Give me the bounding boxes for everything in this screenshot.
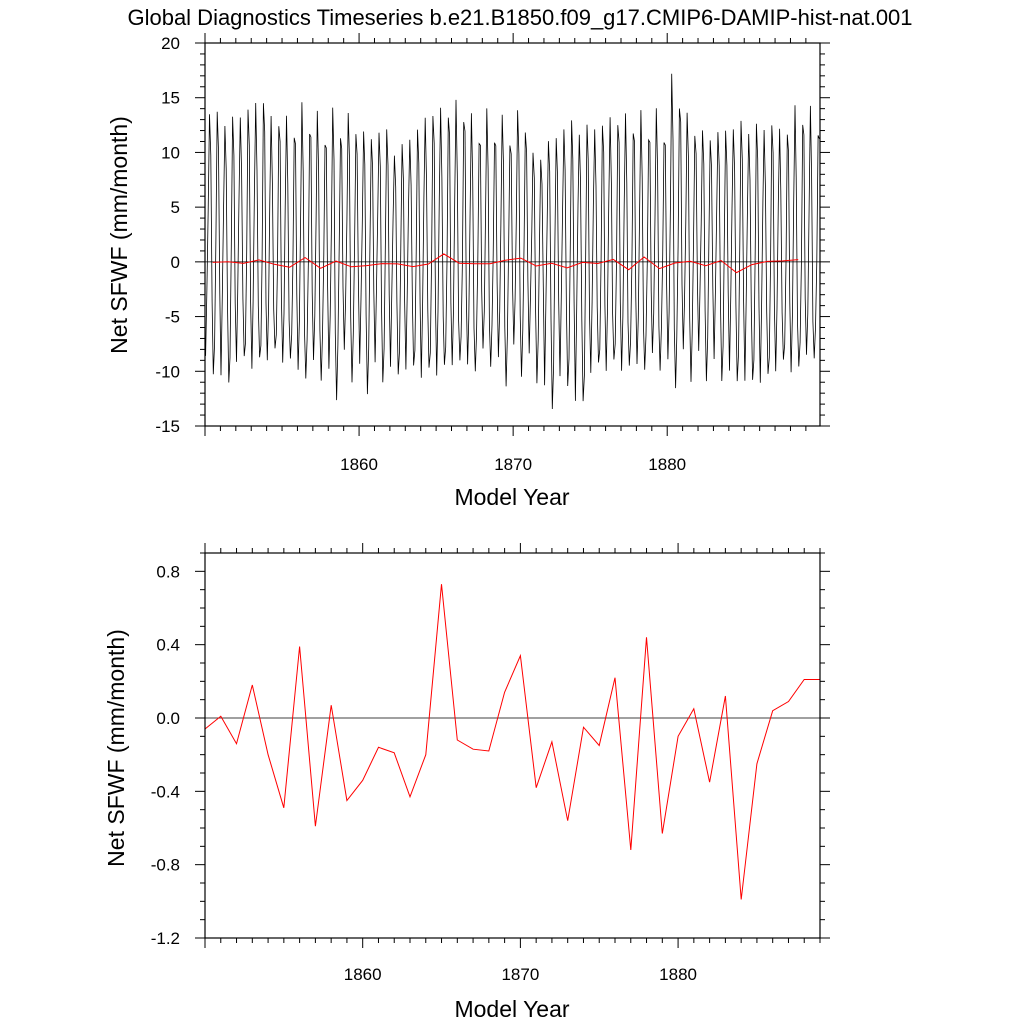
top-ytick-label: 5 bbox=[171, 198, 180, 217]
top-ticks: -15 -10 -5 0 5 10 15 20 1860 1870 1880 bbox=[155, 33, 830, 474]
top-marks bbox=[205, 73, 820, 410]
bottom-y-axis-label: Net SFWF (mm/month) bbox=[103, 629, 129, 867]
top-ytick-label: 20 bbox=[161, 34, 180, 53]
top-ytick-label: -10 bbox=[155, 362, 180, 381]
top-series-line-0 bbox=[205, 73, 820, 410]
top-xtick-label: 1860 bbox=[340, 455, 378, 474]
bottom-ticks: -1.2 -0.8 -0.4 0.0 0.4 0.8 1860 1870 1880 bbox=[151, 543, 830, 984]
top-xtick-label: 1880 bbox=[648, 455, 686, 474]
bottom-ytick-label: -0.8 bbox=[151, 856, 180, 875]
top-ytick-label: 0 bbox=[171, 253, 180, 272]
bottom-panel: -1.2 -0.8 -0.4 0.0 0.4 0.8 1860 1870 1880 Model … bbox=[103, 543, 830, 1022]
bottom-ytick-label: 0.0 bbox=[156, 709, 180, 728]
top-series-line-1 bbox=[212, 253, 799, 274]
bottom-ytick-label: 0.8 bbox=[156, 562, 180, 581]
bottom-ytick-label: -0.4 bbox=[151, 782, 180, 801]
top-ytick-label: 10 bbox=[161, 143, 180, 162]
top-plot-frame bbox=[204, 42, 821, 427]
top-ytick-label: -15 bbox=[155, 417, 180, 436]
bottom-x-axis-label: Model Year bbox=[454, 996, 569, 1022]
bottom-series-line-0 bbox=[204, 584, 820, 900]
bottom-xtick-label: 1860 bbox=[344, 965, 382, 984]
top-ytick-label: -5 bbox=[165, 308, 180, 327]
top-x-axis-label: Model Year bbox=[454, 484, 569, 510]
bottom-plot-frame bbox=[204, 552, 821, 939]
bottom-ytick-label: -1.2 bbox=[151, 929, 180, 948]
top-ytick-label: 15 bbox=[161, 89, 180, 108]
top-xtick-label: 1870 bbox=[494, 455, 532, 474]
chart-title: Global Diagnostics Timeseries b.e21.B185… bbox=[127, 5, 912, 30]
bottom-xtick-label: 1870 bbox=[501, 965, 539, 984]
bottom-xtick-label: 1880 bbox=[659, 965, 697, 984]
bottom-ytick-label: 0.4 bbox=[156, 636, 180, 655]
top-y-axis-label: Net SFWF (mm/month) bbox=[106, 116, 132, 354]
bottom-marks bbox=[204, 584, 820, 900]
